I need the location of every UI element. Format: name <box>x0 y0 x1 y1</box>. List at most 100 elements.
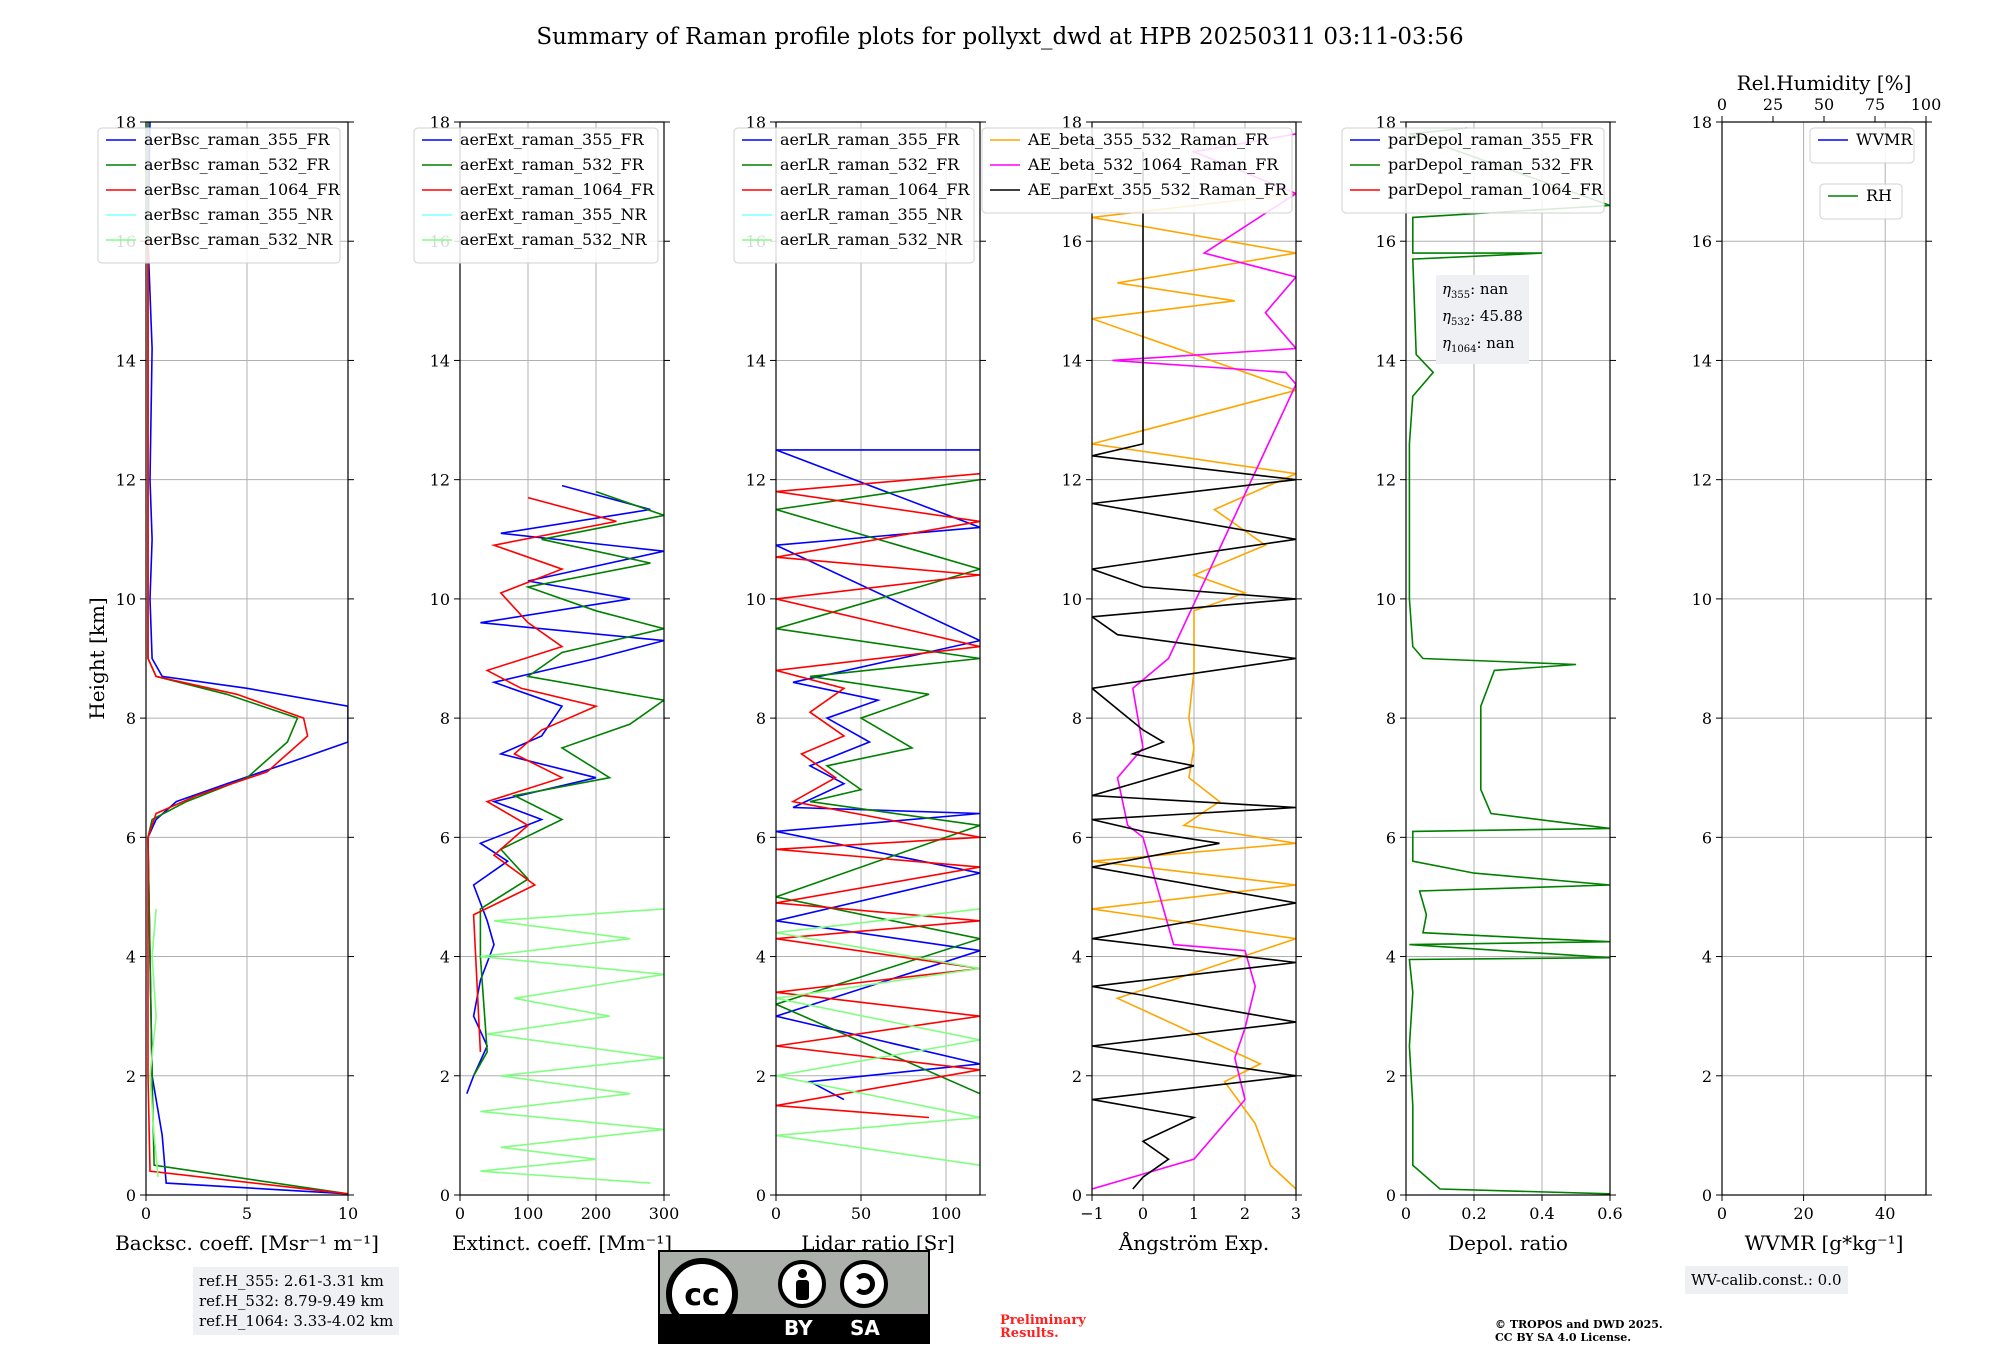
panel-lr: 024681012141618050100Lidar ratio [Sr]aer… <box>733 113 986 1255</box>
legend-entry: aerBsc_raman_355_FR <box>144 130 330 149</box>
legend-entry: parDepol_raman_1064_FR <box>1388 180 1604 199</box>
y-tick-label: 12 <box>1062 471 1082 490</box>
y-tick-label: 18 <box>1692 113 1712 132</box>
eta-355: η355: nan <box>1442 280 1509 301</box>
x-tick-label: 0 <box>141 1204 151 1223</box>
x-tick-label: 0 <box>1138 1204 1148 1223</box>
axes-frame <box>775 121 981 1196</box>
y-tick-label: 0 <box>1072 1186 1082 1205</box>
x-tick-label: −1 <box>1080 1204 1104 1223</box>
ref-height-355: ref.H_355: 2.61-3.31 km <box>199 1272 384 1290</box>
ref-heights-box: ref.H_355: 2.61-3.31 km ref.H_532: 8.79-… <box>193 1267 400 1335</box>
panel-ext: 0246810121416180100200300Extinct. coeff.… <box>413 113 679 1255</box>
legend-entry: aerLR_raman_355_NR <box>780 205 963 224</box>
x-tick-label: 50 <box>851 1204 871 1223</box>
legend-entry: WVMR <box>1856 130 1913 149</box>
series-AE_beta_532_1064_Raman_FR <box>1092 133 1296 1190</box>
x-tick-label: 0 <box>1717 1204 1727 1223</box>
legend-entry: aerExt_raman_532_FR <box>460 155 645 174</box>
x-tick-label: 10 <box>338 1204 358 1223</box>
y-tick-label: 4 <box>1386 948 1396 967</box>
y-tick-label: 12 <box>116 471 136 490</box>
y-tick-label: 2 <box>1072 1067 1082 1086</box>
x-axis-label: Depol. ratio <box>1448 1231 1568 1255</box>
sa-label: SA <box>850 1316 880 1340</box>
series-aerExt_raman_1064_FR <box>472 496 617 1052</box>
y-tick-label: 10 <box>746 590 766 609</box>
legend-entry: aerLR_raman_1064_FR <box>780 180 970 199</box>
panel-wvmr: 0 2 4 6 8 10 12 14 16 18 0 20 40 WVMR [g*kg⁻¹] 0 25 50 75… <box>1692 71 1942 1255</box>
y-tick-label: 10 <box>1062 590 1082 609</box>
legend-entry: aerExt_raman_355_NR <box>460 205 648 224</box>
y-tick-label: 8 <box>1386 709 1396 728</box>
wv-calib-box: WV-calib.const.: 0.0 <box>1685 1266 1848 1294</box>
y-tick-label: 14 <box>1062 351 1082 370</box>
x2-tick-label: 100 <box>1911 95 1942 114</box>
series-aerExt_raman_355_FR <box>466 484 664 1094</box>
eta-532: η532: 45.88 <box>1442 307 1523 328</box>
x2-tick-label: 0 <box>1717 95 1727 114</box>
y-tick-label: 4 <box>126 948 136 967</box>
legend-entry: aerLR_raman_532_NR <box>780 230 963 249</box>
panel-wvmr-legend <box>1809 127 1915 164</box>
legend-entry: aerBsc_raman_532_NR <box>144 230 333 249</box>
panel-bsc: 0246810121416180510Backsc. coeff. [Msr⁻¹… <box>85 113 379 1255</box>
y-tick-label: 2 <box>756 1067 766 1086</box>
legend-entry: aerLR_raman_355_FR <box>780 130 960 149</box>
x2-tick-label: 75 <box>1865 95 1885 114</box>
series-parDepol_raman_532_FR <box>1408 127 1610 1195</box>
y-tick-label: 18 <box>746 113 766 132</box>
x-axis-label: Backsc. coeff. [Msr⁻¹ m⁻¹] <box>115 1231 379 1255</box>
series-aerBsc_raman_532_NR <box>149 908 159 1178</box>
y-tick-label: 14 <box>430 351 450 370</box>
x-axis-label: Ångström Exp. <box>1118 1230 1269 1255</box>
x-tick-label: 3 <box>1291 1204 1301 1223</box>
series-aerExt_raman_532_NR <box>480 908 664 1184</box>
eta-box: η355: nan η532: 45.88 η1064: nan <box>1436 275 1529 364</box>
axes-frame <box>459 121 665 1196</box>
y-tick-label: 8 <box>1072 709 1082 728</box>
y-tick-label: 14 <box>1692 351 1712 370</box>
y-tick-label: 10 <box>1692 590 1712 609</box>
panel-bsc-legend <box>97 127 341 264</box>
y-tick-label: 12 <box>1376 471 1396 490</box>
legend-entry: aerLR_raman_532_FR <box>780 155 960 174</box>
axes-frame <box>1405 121 1611 1196</box>
panel-depol: 0 2 4 6 8 10 12 14 16 18 0 0.2 0.4 0.6 Depol. ratio par… <box>1341 113 1623 1255</box>
y-tick-label: 6 <box>1702 828 1712 847</box>
y-tick-label: 0 <box>126 1186 136 1205</box>
x2-tick-label: 25 <box>1763 95 1783 114</box>
copyright-note: © TROPOS and DWD 2025. CC BY SA 4.0 Lice… <box>1495 1318 1663 1344</box>
y-tick-label: 6 <box>1386 828 1396 847</box>
series-AE_parExt_355_532_Raman_FR <box>1092 151 1296 1190</box>
y-tick-label: 2 <box>1386 1067 1396 1086</box>
y-tick-label: 16 <box>1376 232 1396 251</box>
y-tick-label: 16 <box>1692 232 1712 251</box>
attribution-person-icon <box>778 1260 826 1308</box>
legend-entry: AE_parExt_355_532_Raman_FR <box>1027 180 1288 199</box>
series-aerExt_raman_532_FR <box>472 490 664 1077</box>
cc-license-badge[interactable]: cc BY SA <box>658 1250 930 1344</box>
y-tick-label: 6 <box>440 828 450 847</box>
y-tick-label: 14 <box>1376 351 1396 370</box>
ref-height-532: ref.H_532: 8.79-9.49 km <box>199 1292 384 1310</box>
x-axis-label: Extinct. coeff. [Mm⁻¹] <box>452 1231 672 1255</box>
y-tick-label: 4 <box>1072 948 1082 967</box>
x2-axis-label: Rel.Humidity [%] <box>1737 71 1912 95</box>
y-tick-label: 8 <box>756 709 766 728</box>
x-tick-label: 0.2 <box>1461 1204 1486 1223</box>
eta-1064: η1064: nan <box>1442 334 1515 355</box>
series-AE_beta_355_532_Raman_FR <box>1092 192 1296 1190</box>
y-tick-label: 6 <box>126 828 136 847</box>
y-tick-label: 12 <box>430 471 450 490</box>
legend-entry: aerBsc_raman_1064_FR <box>144 180 341 199</box>
panel-ext-legend <box>413 127 659 264</box>
x-tick-label: 40 <box>1875 1204 1895 1223</box>
y-tick-label: 8 <box>1702 709 1712 728</box>
series-aerBsc_raman_355_FR <box>147 122 348 1195</box>
x-tick-label: 20 <box>1793 1204 1813 1223</box>
series-aerLR_raman_532_NR <box>776 908 980 1166</box>
series-aerLR_raman_355_FR <box>776 449 980 1101</box>
x-tick-label: 200 <box>581 1204 612 1223</box>
